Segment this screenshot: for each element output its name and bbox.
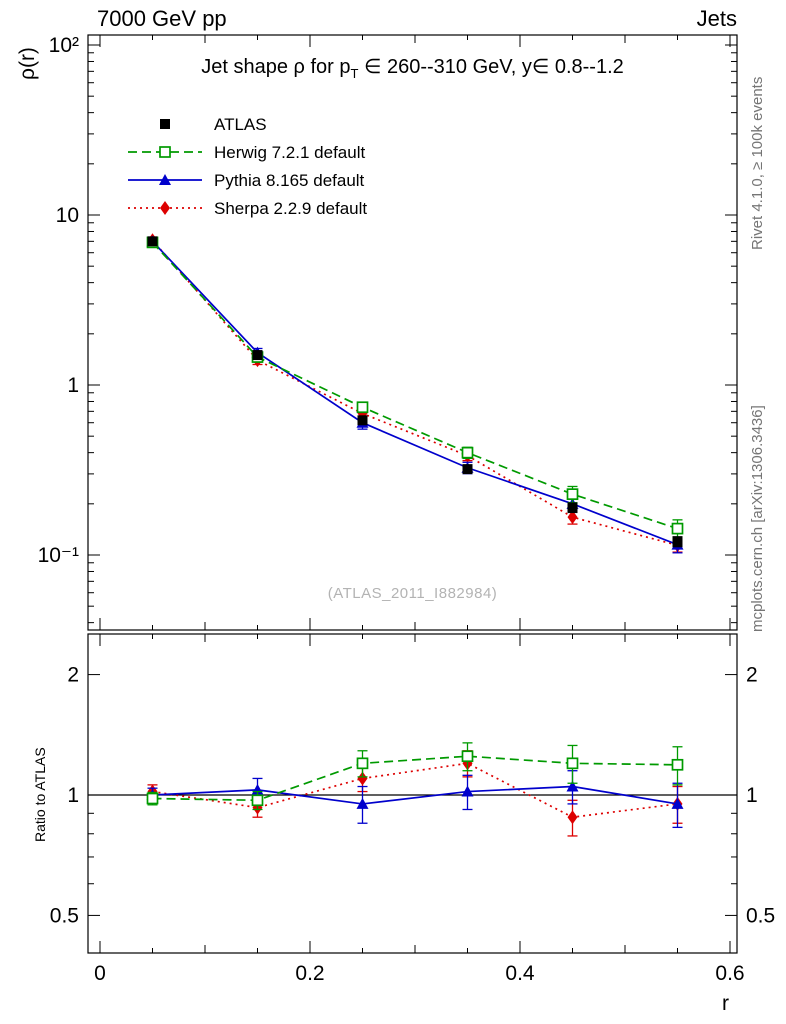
plot-title: Jet shape ρ for pT ∈ 260--310 GeV, y∈ 0.…: [88, 54, 737, 81]
series-herwig: [146, 236, 684, 540]
main-y-axis-label: ρ(r): [16, 47, 39, 80]
x-axis-label: r: [722, 992, 729, 1015]
legend-label: Pythia 8.165 default: [214, 171, 365, 190]
y-tick-label: 1: [746, 784, 758, 807]
axes: 0 0.2 0.4 0.6 10⁻¹ 1 10 10² 0.5 0.5 1 1 2 2: [38, 34, 776, 985]
legend-label: ATLAS: [214, 115, 267, 134]
y-tick-label: 1: [67, 784, 79, 807]
legend: ATLAS Herwig 7.2.1 default Pythia 8.165 de…: [128, 115, 367, 218]
rivet-version-note: Rivet 4.1.0, ≥ 100k events: [749, 76, 766, 250]
y-tick-label: 10: [56, 204, 79, 227]
x-tick-label: 0.6: [715, 962, 744, 985]
x-tick-label: 0.2: [295, 962, 324, 985]
analysis-group-label: Jets: [696, 6, 737, 31]
series-herwig: [146, 742, 684, 811]
y-tick-label: 10²: [49, 34, 79, 57]
plot-title-post: ∈ 260--310 GeV, y∈ 0.8--1.2: [358, 56, 624, 78]
y-tick-label: 0.5: [50, 904, 79, 927]
x-tick-label: 0.4: [505, 962, 535, 985]
ratio-y-axis-label: Ratio to ATLAS: [32, 747, 48, 842]
y-tick-label: 2: [67, 664, 79, 687]
analysis-id-watermark: (ATLAS_2011_I882984): [327, 585, 498, 602]
series-pythia: [146, 235, 684, 554]
plot-title-pre: Jet shape ρ for p: [201, 56, 351, 78]
series-sherpa: [147, 233, 683, 553]
y-tick-label: 1: [67, 374, 79, 397]
beam-energy-label: 7000 GeV pp: [97, 6, 227, 31]
y-tick-label: 10⁻¹: [38, 544, 79, 567]
x-tick-label: 0: [94, 962, 106, 985]
series-atlas: [147, 236, 683, 548]
y-tick-label: 0.5: [746, 904, 775, 927]
y-tick-label: 2: [746, 664, 758, 687]
legend-label: Sherpa 2.2.9 default: [214, 199, 367, 218]
plot-title-subscript: T: [350, 66, 359, 81]
mcplots-arxiv-note: mcplots.cern.ch [arXiv:1306.3436]: [749, 405, 766, 632]
legend-label: Herwig 7.2.1 default: [214, 143, 365, 162]
